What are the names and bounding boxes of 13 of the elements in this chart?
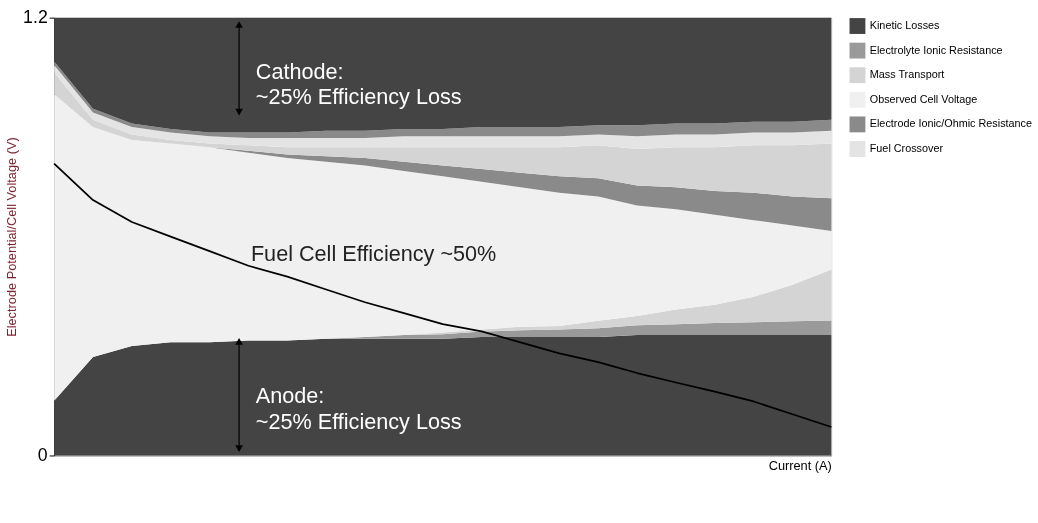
y-axis-title: Electrode Potential/Cell Voltage (V) <box>4 137 20 337</box>
y-tick-label: 0 <box>37 444 48 465</box>
annotation: Fuel Cell Efficiency ~50% <box>250 240 497 266</box>
annotation: Anode: ~25% Efficiency Loss <box>255 383 462 434</box>
legend-label: Observed Cell Voltage <box>869 92 978 105</box>
legend-label: Kinetic Losses <box>869 18 941 31</box>
legend-label: Electrode Ionic/Ohmic Resistance <box>869 117 1033 130</box>
legend-label: Mass Transport <box>869 68 945 81</box>
y-tick-label: 1.2 <box>23 7 48 28</box>
annotation: Cathode: ~25% Efficiency Loss <box>255 58 462 110</box>
x-axis-title: Current (A) <box>768 457 832 473</box>
legend-label: Electrolyte Ionic Resistance <box>869 43 1003 56</box>
legend-label: Fuel Crossover <box>869 141 944 154</box>
